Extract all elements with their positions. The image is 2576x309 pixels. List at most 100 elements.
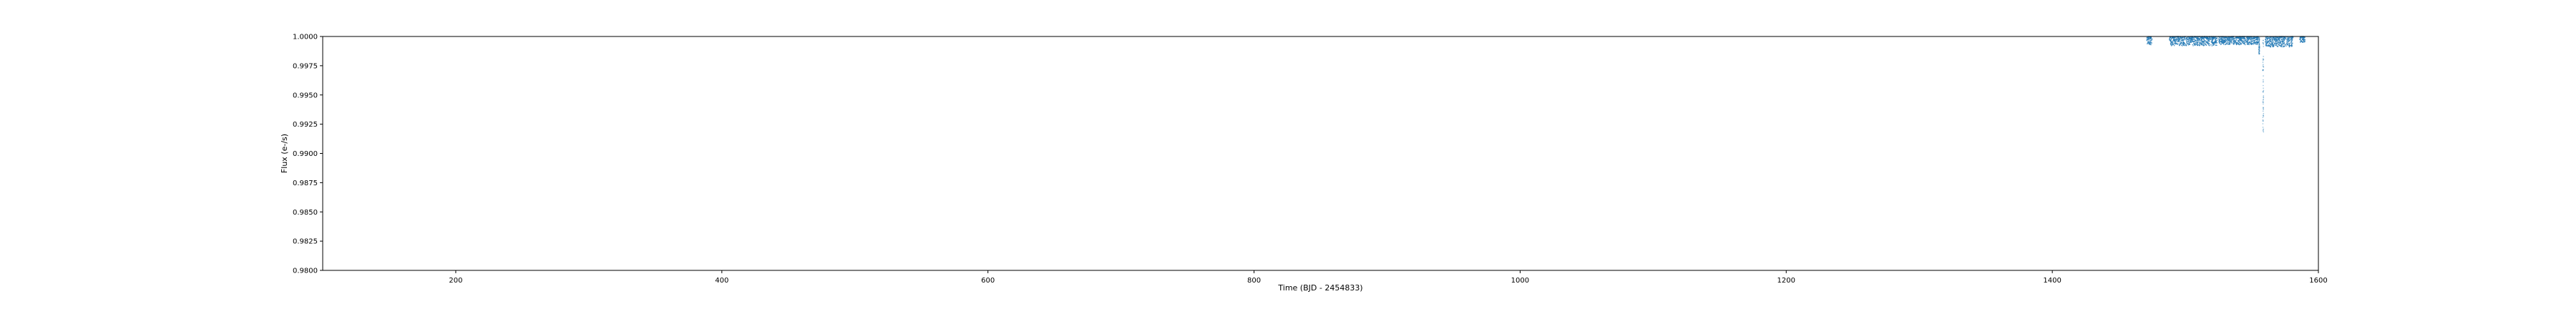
data-point — [2174, 43, 2176, 44]
data-point — [2262, 69, 2264, 72]
data-point — [2148, 43, 2150, 45]
data-point — [2252, 39, 2254, 41]
data-point — [2202, 40, 2204, 42]
data-point — [2146, 39, 2148, 41]
data-point — [2239, 41, 2240, 44]
data-point — [2250, 39, 2251, 41]
data-point — [2258, 41, 2260, 43]
data-point — [2192, 38, 2195, 40]
y-tick-label: 0.9800 — [293, 268, 318, 275]
data-point — [2211, 45, 2213, 46]
data-point — [2235, 37, 2238, 39]
data-point — [2277, 41, 2279, 42]
data-point — [2263, 39, 2264, 41]
data-point — [2258, 53, 2260, 54]
data-point — [2286, 40, 2288, 42]
data-point — [2263, 96, 2264, 98]
data-point — [2225, 43, 2227, 45]
data-point — [2192, 44, 2193, 46]
data-point — [2186, 43, 2188, 45]
data-point — [2202, 43, 2203, 44]
data-point — [2230, 39, 2232, 41]
data-point — [2204, 42, 2206, 44]
data-point — [2186, 39, 2188, 40]
data-point — [2253, 41, 2255, 43]
data-point — [2192, 43, 2195, 44]
data-point — [2238, 39, 2240, 41]
data-point — [2263, 128, 2265, 130]
data-point — [2187, 42, 2190, 44]
data-point — [2203, 36, 2205, 39]
data-point — [2273, 44, 2275, 46]
data-point — [2269, 39, 2271, 41]
data-point — [2258, 52, 2260, 54]
data-point — [2262, 91, 2264, 92]
data-point — [2302, 38, 2304, 40]
data-point — [2203, 44, 2205, 46]
x-tick-label: 600 — [981, 277, 995, 285]
data-point — [2223, 44, 2225, 45]
data-point — [2227, 40, 2228, 42]
data-point — [2202, 41, 2205, 44]
data-point — [2207, 41, 2209, 44]
data-point — [2221, 39, 2223, 41]
data-point — [2228, 37, 2230, 39]
data-point — [2262, 120, 2264, 122]
data-point — [2255, 43, 2257, 45]
data-point — [2258, 51, 2260, 53]
data-point — [2263, 107, 2264, 109]
data-point — [2202, 37, 2204, 39]
data-point — [2263, 95, 2265, 97]
data-point — [2180, 40, 2181, 42]
data-point — [2212, 39, 2214, 41]
data-point — [2280, 45, 2281, 47]
data-point — [2173, 38, 2175, 40]
data-point — [2299, 41, 2301, 43]
data-point — [2273, 41, 2275, 43]
data-point — [2182, 39, 2185, 41]
x-axis: 200 400 600 800 1000 1200 1400 1600 — [449, 270, 2328, 285]
data-point — [2282, 43, 2284, 44]
data-point — [2263, 56, 2264, 57]
data-point — [2276, 39, 2278, 40]
data-point — [2146, 43, 2148, 45]
data-point — [2283, 45, 2284, 46]
data-point — [2253, 42, 2254, 44]
data-point — [2278, 43, 2280, 45]
data-point — [2258, 49, 2260, 51]
data-point — [2258, 37, 2260, 39]
data-point — [2262, 127, 2264, 128]
data-point — [2277, 42, 2278, 44]
data-point — [2181, 38, 2183, 40]
data-point — [2250, 41, 2253, 43]
data-point — [2268, 40, 2270, 42]
data-point — [2193, 41, 2195, 43]
data-point — [2195, 41, 2197, 44]
data-point — [2252, 37, 2254, 39]
data-point — [2193, 36, 2195, 39]
data-point — [2171, 37, 2172, 39]
data-point — [2180, 36, 2182, 38]
data-point — [2151, 38, 2153, 40]
data-point — [2223, 39, 2225, 41]
data-point — [2258, 49, 2260, 51]
data-point — [2205, 37, 2207, 39]
data-point — [2263, 69, 2265, 71]
data-point — [2274, 41, 2276, 43]
data-point — [2235, 37, 2237, 39]
data-point — [2286, 39, 2288, 40]
data-point — [2243, 40, 2245, 42]
x-axis-label: Time (BJD - 2454833) — [1277, 283, 1362, 293]
data-point — [2258, 38, 2260, 40]
data-point — [2279, 38, 2281, 40]
data-point — [2210, 41, 2212, 43]
data-point — [2303, 39, 2305, 41]
data-point — [2233, 37, 2234, 39]
data-point — [2201, 41, 2202, 42]
data-point — [2258, 51, 2260, 52]
data-point — [2199, 38, 2200, 40]
data-point — [2210, 38, 2211, 39]
data-point — [2263, 89, 2265, 92]
data-point — [2197, 39, 2199, 41]
data-point — [2173, 36, 2175, 39]
